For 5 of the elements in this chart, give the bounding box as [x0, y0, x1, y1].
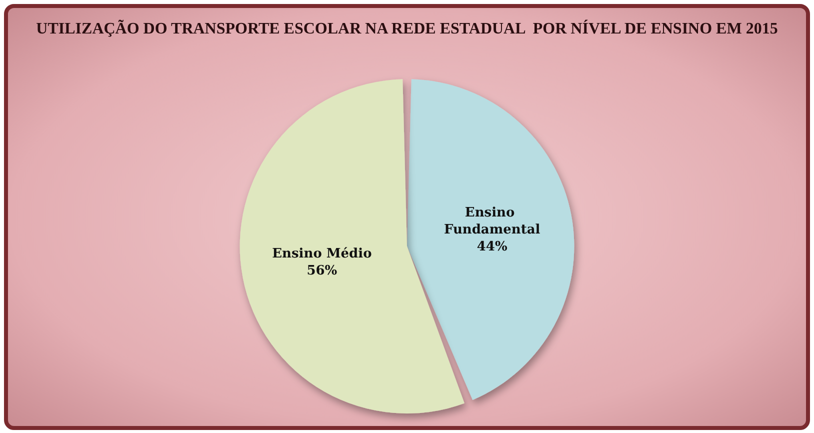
data-label: 56%	[306, 263, 338, 278]
slice-label: Ensino Fundamental	[444, 206, 540, 238]
chart-title: UTILIZAÇÃO DO TRANSPORTE ESCOLAR NA REDE ESTADUAL POR NÍVEL DE ENSINO EM 2015	[36, 20, 778, 38]
data-label: 44%	[476, 240, 508, 255]
slice-label: Ensino Médio	[272, 246, 372, 262]
